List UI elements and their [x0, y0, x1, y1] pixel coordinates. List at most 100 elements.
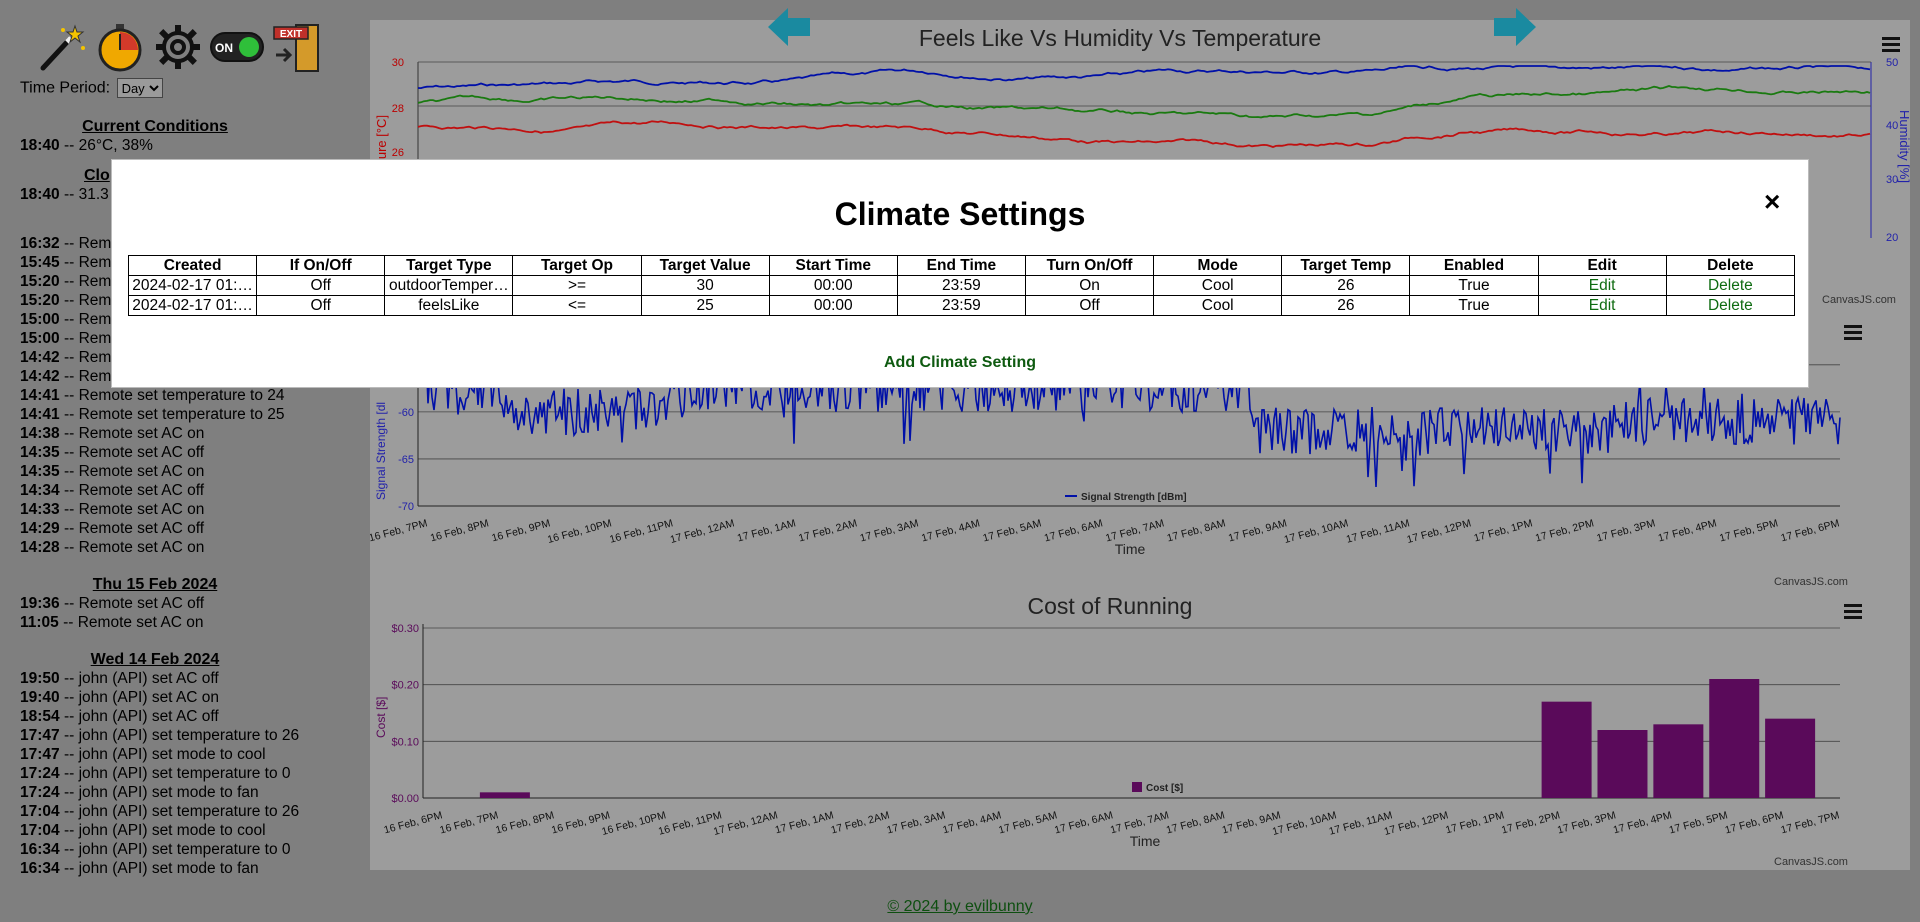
log-entry: 14:42 -- Rem: [0, 348, 350, 367]
log-text: -- Remote set AC on: [58, 614, 204, 631]
log-time: 14:41: [20, 387, 60, 404]
log-time: 15:45: [20, 254, 60, 271]
table-cell: 30: [640, 275, 770, 296]
column-header: Turn On/Off: [1024, 255, 1155, 276]
x-axis-label: Time: [1115, 541, 1146, 557]
log-time: 14:38: [20, 425, 60, 442]
chart-menu-icon[interactable]: [1844, 325, 1862, 340]
log-entry: 16:34 -- john (API) set temperature to 0: [0, 840, 350, 859]
log-time: 14:28: [20, 539, 60, 556]
exit-label: EXIT: [280, 29, 302, 40]
log-text: -- Remote set AC on: [59, 425, 205, 442]
log-time: 18:40: [20, 186, 60, 203]
chart-credit: CanvasJS.com: [1822, 294, 1896, 306]
log-text: -- Rem: [59, 254, 112, 271]
log-time: 17:04: [20, 822, 60, 839]
log-entry: 18:54 -- john (API) set AC off: [0, 707, 350, 726]
log-text: -- Remote set temperature to 24: [59, 387, 285, 404]
day3-log: 19:50 -- john (API) set AC off 19:40 -- j…: [0, 669, 350, 878]
log-entry: 17:47 -- john (API) set mode to cool: [0, 745, 350, 764]
log-text: -- Remote set AC off: [59, 595, 205, 612]
delete-link[interactable]: Delete: [1665, 295, 1796, 316]
table-cell: 26: [1281, 275, 1411, 296]
add-climate-setting-button[interactable]: Add Climate Setting: [883, 354, 1036, 371]
log-entry: 15:20 -- Rem: [0, 272, 350, 291]
time-period: Time Period: Day: [20, 78, 163, 98]
footer-link[interactable]: © 2024 by evilbunny: [887, 898, 1033, 915]
legend-swatch: [1132, 782, 1142, 792]
toggle-label: ON: [215, 41, 233, 55]
table-cell: Cool: [1153, 275, 1283, 296]
table-cell: On: [1024, 275, 1155, 296]
log-time: 14:42: [20, 368, 60, 385]
exit-door-icon[interactable]: EXIT: [270, 21, 322, 73]
column-header: Edit: [1537, 255, 1667, 276]
chart-menu-icon[interactable]: [1882, 37, 1900, 52]
today-log: 16:32 -- Rem 15:45 -- Rem 15:20 -- Rem 15:2…: [0, 234, 350, 557]
log-time: 14:29: [20, 520, 60, 537]
log-entry: 14:41 -- Remote set temperature to 25: [0, 405, 350, 424]
log-text: -- Remote set AC on: [59, 501, 205, 518]
log-time: 18:40: [20, 137, 60, 154]
log-text: -- john (API) set mode to fan: [59, 860, 259, 877]
next-arrow-icon[interactable]: [1494, 8, 1536, 46]
y-tick-label: -70: [398, 501, 414, 513]
log-time: 16:34: [20, 860, 60, 877]
log-text: -- Rem: [59, 349, 112, 366]
column-header: Target Op: [512, 255, 642, 276]
current-conditions-heading: Current Conditions: [82, 118, 228, 135]
prev-arrow-icon[interactable]: [768, 8, 810, 46]
day-heading: Thu 15 Feb 2024: [92, 576, 218, 593]
temperature-line: [417, 120, 1871, 148]
log-time: 19:40: [20, 689, 60, 706]
chart-menu-icon[interactable]: [1844, 604, 1862, 619]
table-cell: 2024-02-17 01:…: [127, 275, 258, 296]
magic-wand-icon[interactable]: [36, 21, 88, 73]
time-period-select[interactable]: Day: [116, 78, 163, 98]
table-row: 2024-02-17 01:… Off feelsLike <= 25 00:00 23:5…: [127, 295, 1796, 316]
log-text: -- Remote set AC on: [59, 539, 205, 556]
on-toggle-icon[interactable]: ON: [210, 21, 264, 73]
table-header-row: Created If On/Off Target Type Target Op Targ…: [127, 255, 1796, 276]
table-row: 2024-02-17 01:… Off outdoorTemper… >= 30 00:0…: [127, 275, 1796, 296]
modal-title: Climate Settings: [834, 196, 1086, 232]
legend-label: Cost [$]: [1146, 783, 1183, 794]
table-cell: 23:59: [896, 275, 1026, 296]
toolbar: ON EXIT: [36, 18, 322, 76]
gear-icon[interactable]: [152, 21, 204, 73]
edit-link[interactable]: Edit: [1537, 295, 1667, 316]
y-axis-label: Signal Strength [dl: [374, 402, 388, 500]
cloud-heading: Clo: [84, 167, 110, 184]
delete-link[interactable]: Delete: [1665, 275, 1796, 296]
right-tick-label: 30: [1886, 174, 1898, 186]
log-text: -- Rem: [59, 330, 112, 347]
log-entry: 17:47 -- john (API) set temperature to 2…: [0, 726, 350, 745]
log-entry: 19:36 -- Remote set AC off: [0, 594, 350, 613]
column-header: If On/Off: [256, 255, 386, 276]
table-cell: 00:00: [768, 295, 898, 316]
time-period-label: Time Period:: [20, 79, 111, 97]
log-time: 18:54: [20, 708, 60, 725]
log-time: 16:34: [20, 841, 60, 858]
log-text: -- Rem: [59, 292, 112, 309]
cost-chart-title: Cost of Running: [1027, 593, 1193, 619]
table-cell: feelsLike: [384, 295, 514, 316]
left-tick-label: 26: [392, 147, 404, 159]
log-text: -- john (API) set temperature to 26: [59, 803, 300, 820]
table-cell: Off: [256, 275, 386, 296]
edit-link[interactable]: Edit: [1537, 275, 1667, 296]
feels-like-line: [417, 85, 1871, 119]
chart-credit: CanvasJS.com: [1774, 576, 1848, 588]
log-entry: 15:00 -- Rem: [0, 329, 350, 348]
log-text: -- Rem: [59, 311, 112, 328]
log-time: 14:41: [20, 406, 60, 423]
log-time: 19:36: [20, 595, 60, 612]
table-cell: 23:59: [896, 295, 1026, 316]
log-text: -- 26°C, 38%: [59, 137, 153, 154]
timer-icon[interactable]: [94, 21, 146, 73]
left-axis-label: ature [°C]: [374, 115, 389, 170]
legend-label: Signal Strength [dBm]: [1081, 492, 1187, 503]
left-tick-label: 28: [392, 103, 404, 115]
close-icon[interactable]: ×: [1764, 186, 1781, 217]
log-text: -- john (API) set mode to fan: [59, 784, 259, 801]
